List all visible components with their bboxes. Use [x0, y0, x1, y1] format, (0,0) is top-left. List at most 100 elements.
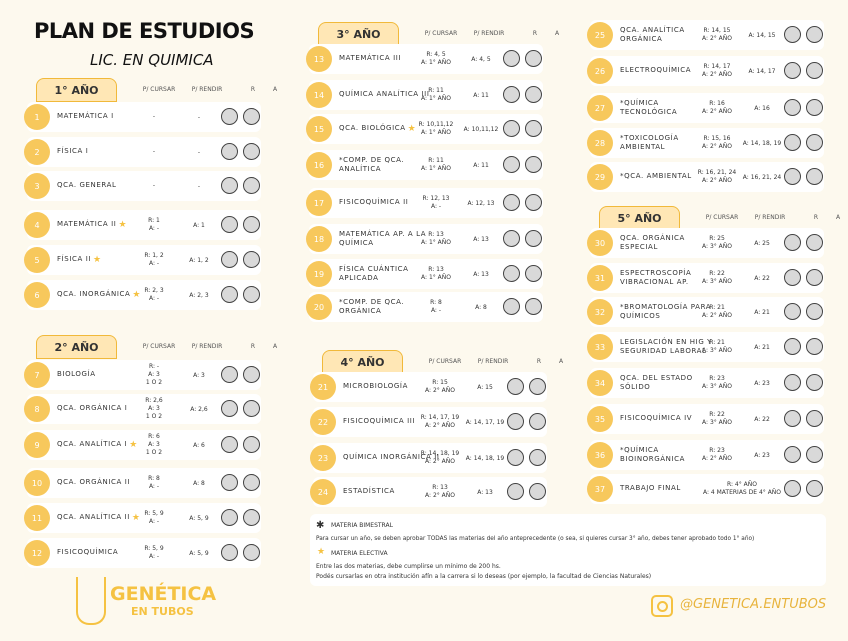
subject-name-text: FISICOQUÍMICA IV — [620, 414, 693, 423]
approved-checkbox[interactable] — [243, 509, 260, 526]
regular-checkbox[interactable] — [221, 400, 238, 417]
regular-checkbox[interactable] — [784, 446, 801, 463]
regular-checkbox[interactable] — [784, 303, 801, 320]
approved-checkbox[interactable] — [529, 449, 546, 466]
approved-checkbox[interactable] — [806, 303, 823, 320]
approved-checkbox[interactable] — [525, 265, 542, 282]
regular-checkbox[interactable] — [221, 544, 238, 561]
regular-checkbox[interactable] — [221, 366, 238, 383]
approved-checkbox[interactable] — [525, 50, 542, 67]
approved-checkbox[interactable] — [806, 446, 823, 463]
regular-checkbox[interactable] — [221, 251, 238, 268]
approved-checkbox[interactable] — [243, 286, 260, 303]
approved-checkbox[interactable] — [525, 86, 542, 103]
subject-name: *QUÍMICA BIOINORGÁNICA — [620, 440, 718, 470]
approved-checkbox[interactable] — [806, 62, 823, 79]
approved-checkbox[interactable] — [806, 99, 823, 116]
regular-checkbox[interactable] — [503, 120, 520, 137]
regular-checkbox[interactable] — [221, 436, 238, 453]
approved-checkbox[interactable] — [243, 143, 260, 160]
regular-checkbox[interactable] — [784, 269, 801, 286]
regular-checkbox[interactable] — [221, 286, 238, 303]
regular-checkbox[interactable] — [784, 480, 801, 497]
requirement-cursar: R: 5, 9 A: - — [144, 545, 164, 560]
regular-checkbox[interactable] — [784, 99, 801, 116]
requirement-cursar: R: 8 A: - — [148, 475, 160, 490]
regular-checkbox[interactable] — [507, 378, 524, 395]
bimestral-icon: ✱ — [316, 520, 325, 531]
approved-checkbox[interactable] — [243, 544, 260, 561]
approved-checkbox[interactable] — [806, 374, 823, 391]
approved-checkbox[interactable] — [806, 234, 823, 251]
approved-checkbox[interactable] — [243, 474, 260, 491]
regular-checkbox[interactable] — [784, 410, 801, 427]
subject-row: 34 QCA. DEL ESTADO SÓLIDO R: 23 A: 3° AÑO A… — [587, 368, 824, 398]
year-label-4: 4° AÑO — [322, 350, 403, 374]
requirement-cursar: R: 4, 5 A: 1° AÑO — [421, 51, 451, 66]
regular-checkbox[interactable] — [503, 265, 520, 282]
requirement-cursar: R: 13 A: 2° AÑO — [425, 484, 455, 499]
regular-checkbox[interactable] — [784, 234, 801, 251]
approved-checkbox[interactable] — [529, 483, 546, 500]
regular-checkbox[interactable] — [221, 216, 238, 233]
approved-checkbox[interactable] — [243, 400, 260, 417]
approved-checkbox[interactable] — [243, 251, 260, 268]
regular-checkbox[interactable] — [503, 194, 520, 211]
subject-number: 30 — [587, 230, 613, 256]
regular-checkbox[interactable] — [503, 86, 520, 103]
approved-checkbox[interactable] — [243, 366, 260, 383]
regular-checkbox[interactable] — [503, 156, 520, 173]
regular-checkbox[interactable] — [221, 143, 238, 160]
approved-checkbox[interactable] — [806, 410, 823, 427]
regular-checkbox[interactable] — [221, 474, 238, 491]
regular-checkbox[interactable] — [503, 298, 520, 315]
subject-name: ESPECTROSCOPÍA VIBRACIONAL AP. — [620, 263, 718, 293]
regular-checkbox[interactable] — [503, 50, 520, 67]
column-header-r: R — [250, 343, 256, 350]
approved-checkbox[interactable] — [806, 168, 823, 185]
regular-checkbox[interactable] — [784, 26, 801, 43]
approved-checkbox[interactable] — [806, 480, 823, 497]
regular-checkbox[interactable] — [784, 374, 801, 391]
approved-checkbox[interactable] — [529, 378, 546, 395]
regular-checkbox[interactable] — [221, 177, 238, 194]
subject-name-text: FÍSICA I — [57, 147, 89, 156]
subject-name: QCA. GENERAL — [57, 171, 155, 201]
requirement-cursar: R: 21 A: 2° AÑO — [702, 304, 732, 319]
regular-checkbox[interactable] — [784, 62, 801, 79]
approved-checkbox[interactable] — [243, 436, 260, 453]
approved-checkbox[interactable] — [806, 338, 823, 355]
approved-checkbox[interactable] — [243, 108, 260, 125]
requirement-cursar: R: 16 A: 2° AÑO — [702, 100, 732, 115]
requirement-rendir: A: 14, 18, 19 — [742, 139, 782, 147]
subject-name: *QCA. AMBIENTAL — [620, 162, 718, 192]
regular-checkbox[interactable] — [507, 413, 524, 430]
approved-checkbox[interactable] — [806, 26, 823, 43]
requirement-cursar: R: 14, 15 A: 2° AÑO — [702, 27, 732, 42]
approved-checkbox[interactable] — [525, 120, 542, 137]
brand-tagline: EN TUBOS — [131, 605, 194, 618]
instagram-handle[interactable]: @GENETICA.ENTUBOS — [680, 597, 827, 612]
requirement-rendir: A: 5, 9 — [189, 514, 209, 522]
regular-checkbox[interactable] — [507, 483, 524, 500]
approved-checkbox[interactable] — [243, 177, 260, 194]
regular-checkbox[interactable] — [221, 509, 238, 526]
regular-checkbox[interactable] — [784, 134, 801, 151]
regular-checkbox[interactable] — [221, 108, 238, 125]
approved-checkbox[interactable] — [529, 413, 546, 430]
regular-checkbox[interactable] — [507, 449, 524, 466]
subject-row: 30 QCA. ORGÁNICA ESPECIAL R: 25 A: 3° AÑO A… — [587, 228, 824, 258]
requirement-cursar: R: 15, 16 A: 2° AÑO — [702, 135, 732, 150]
approved-checkbox[interactable] — [806, 134, 823, 151]
approved-checkbox[interactable] — [806, 269, 823, 286]
approved-checkbox[interactable] — [525, 298, 542, 315]
subject-name: *COMP. DE QCA. ANALÍTICA — [339, 150, 437, 180]
regular-checkbox[interactable] — [503, 230, 520, 247]
approved-checkbox[interactable] — [243, 216, 260, 233]
approved-checkbox[interactable] — [525, 230, 542, 247]
regular-checkbox[interactable] — [784, 338, 801, 355]
regular-checkbox[interactable] — [784, 168, 801, 185]
approved-checkbox[interactable] — [525, 156, 542, 173]
subject-number: 31 — [587, 265, 613, 291]
approved-checkbox[interactable] — [525, 194, 542, 211]
